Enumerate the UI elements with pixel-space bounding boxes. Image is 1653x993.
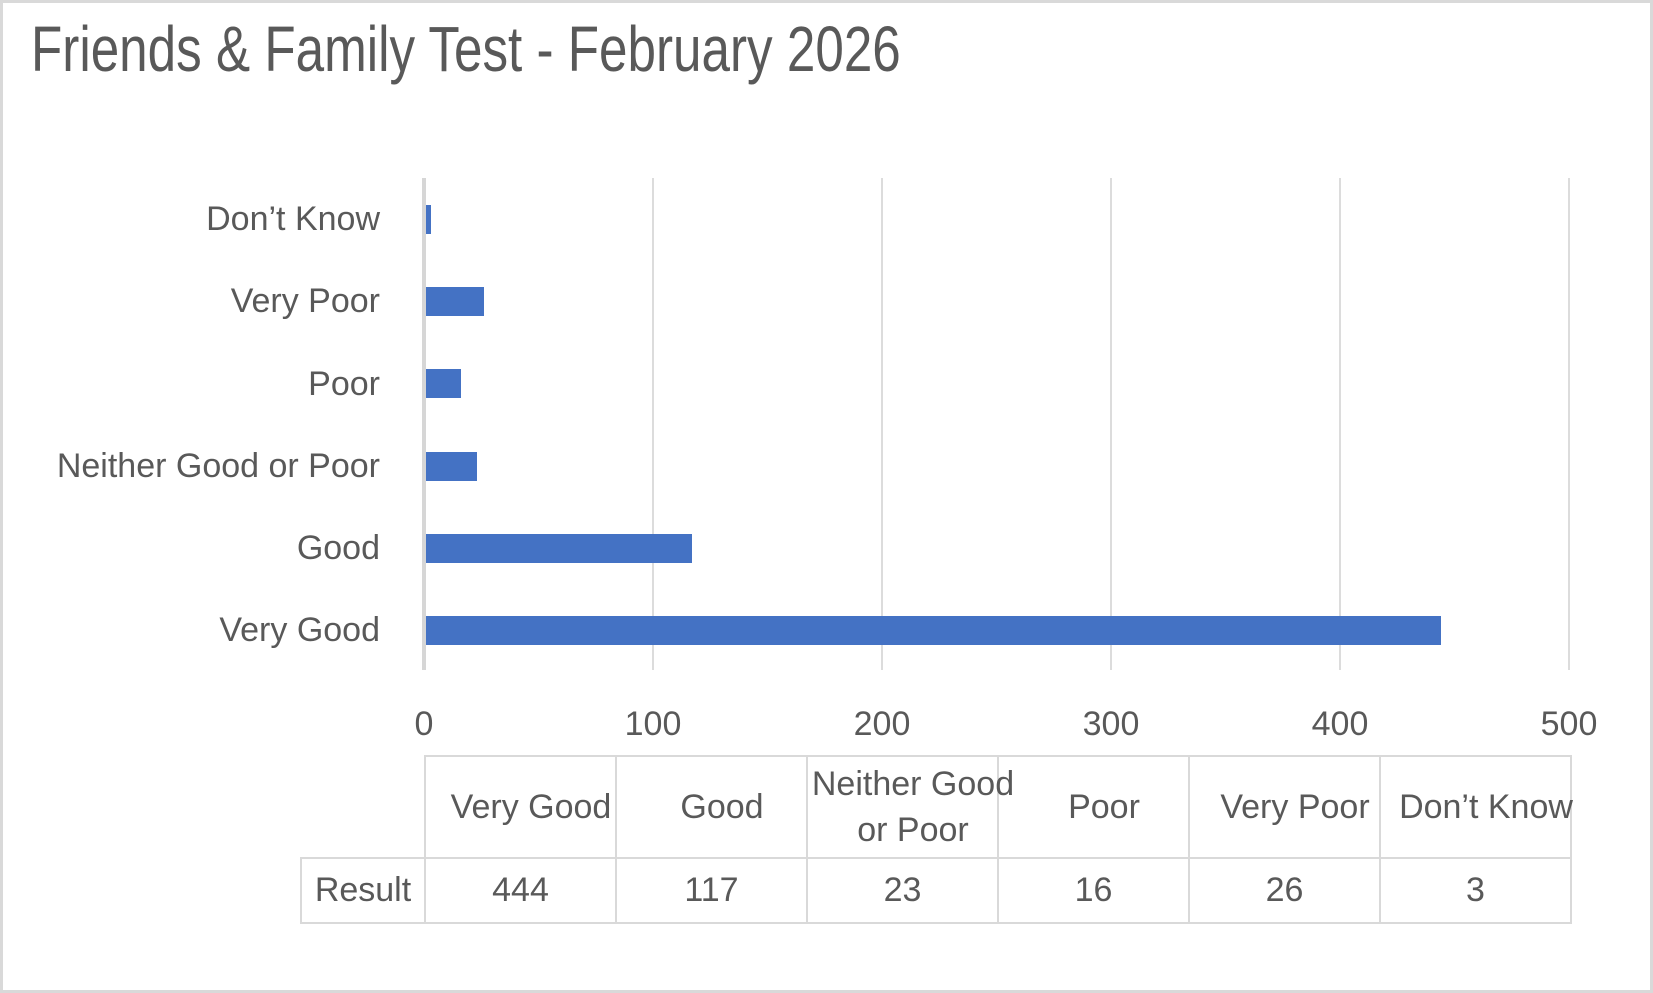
table-cell-very-good: 444 bbox=[424, 857, 617, 924]
table-row-label: Result bbox=[300, 857, 426, 924]
gridline-500 bbox=[1568, 178, 1570, 670]
x-tick-300: 300 bbox=[1082, 705, 1140, 743]
table-col-header-very-poor: Very Poor bbox=[1188, 755, 1381, 859]
table-col-header-good-label: Good bbox=[680, 788, 764, 826]
category-label-very-good: Very Good bbox=[219, 611, 380, 649]
table-col-header-neither-label: Neither Good or Poor bbox=[811, 765, 1015, 849]
bar-dont-know bbox=[426, 205, 431, 234]
table-cell-neither: 23 bbox=[806, 857, 999, 924]
x-axis-zero-line bbox=[422, 178, 426, 670]
x-tick-400: 400 bbox=[1311, 705, 1369, 743]
table-col-header-poor: Poor bbox=[997, 755, 1190, 859]
gridline-300 bbox=[1110, 178, 1112, 670]
table-cell-good: 117 bbox=[615, 857, 808, 924]
bar-neither-good-or-poor bbox=[426, 452, 477, 481]
table-col-header-dont-know: Don’t Know bbox=[1379, 755, 1573, 859]
table-col-header-poor-label: Poor bbox=[1068, 788, 1140, 826]
table-result-row: Result 444 117 23 16 26 3 bbox=[300, 857, 1572, 924]
x-tick-200: 200 bbox=[853, 705, 911, 743]
x-tick-0: 0 bbox=[414, 705, 434, 743]
bar-very-poor bbox=[426, 287, 484, 316]
table-corner-cell bbox=[301, 756, 425, 858]
table-header-row: Very Good Good Neither Good or Poor Poor… bbox=[301, 755, 1573, 859]
table-col-header-neither: Neither Good or Poor bbox=[806, 755, 1014, 859]
category-label-dont-know: Don’t Know bbox=[206, 200, 380, 238]
bar-good bbox=[426, 534, 692, 563]
category-label-good: Good bbox=[296, 529, 380, 567]
x-tick-100: 100 bbox=[624, 705, 682, 743]
table-col-header-very-good-label: Very Good bbox=[450, 788, 612, 826]
bar-poor bbox=[426, 369, 461, 398]
gridline-400 bbox=[1339, 178, 1341, 670]
table-col-header-very-good: Very Good bbox=[424, 755, 617, 859]
table-col-header-dont-know-label: Don’t Know bbox=[1399, 788, 1573, 826]
result-table: Very Good Good Neither Good or Poor Poor… bbox=[300, 755, 1573, 924]
table-cell-very-poor: 26 bbox=[1188, 857, 1381, 924]
category-label-very-poor: Very Poor bbox=[230, 282, 380, 320]
category-label-poor: Poor bbox=[308, 365, 380, 403]
bar-very-good bbox=[426, 616, 1441, 645]
chart-title: Friends & Family Test - February 2026 bbox=[31, 13, 901, 85]
category-label-neither: Neither Good or Poor bbox=[56, 447, 380, 485]
table-col-header-good: Good bbox=[615, 755, 808, 859]
gridline-200 bbox=[881, 178, 883, 670]
x-tick-500: 500 bbox=[1540, 705, 1598, 743]
table-cell-poor: 16 bbox=[997, 857, 1190, 924]
gridline-100 bbox=[652, 178, 654, 670]
table-cell-dont-know: 3 bbox=[1379, 857, 1572, 924]
table-col-header-very-poor-label: Very Poor bbox=[1220, 788, 1370, 826]
